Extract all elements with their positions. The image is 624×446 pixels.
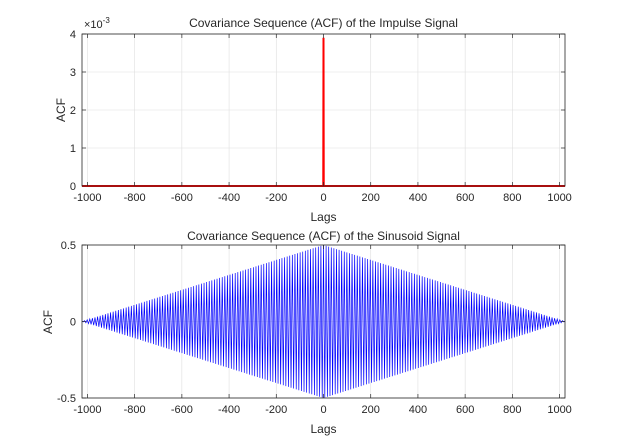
x-tick-label: 600 (456, 192, 474, 204)
x-tick-label: -800 (124, 404, 146, 416)
sinusoid-x-axis-label: Lags (310, 422, 336, 436)
x-tick-label: 0 (320, 192, 326, 204)
sinusoid-y-ticks: -0.5 0 0.5 (57, 240, 565, 405)
impulse-y-ticks: 0 1 2 3 4 (70, 29, 565, 193)
x-tick-label: 600 (456, 404, 474, 416)
x-tick-label: -800 (124, 192, 146, 204)
x-tick-label: -400 (218, 192, 240, 204)
x-tick-label: -1000 (73, 192, 101, 204)
y-tick-label: 1 (70, 143, 76, 155)
impulse-x-axis-label: Lags (310, 210, 336, 224)
x-tick-label: 200 (362, 192, 380, 204)
x-tick-label: -600 (171, 404, 193, 416)
x-tick-label: 800 (503, 404, 521, 416)
y-tick-label: -0.5 (57, 393, 76, 405)
impulse-y-exponent-label: ×10-3 (84, 16, 110, 31)
impulse-chart-title: Covariance Sequence (ACF) of the Impulse… (189, 16, 458, 30)
x-tick-label: -400 (218, 404, 240, 416)
impulse-acf-axes: -1000 -800 -600 -400 -200 0 200 400 600 800 1000 0… (54, 16, 572, 224)
impulse-x-ticks: -1000 -800 -600 -400 -200 0 200 400 600 800 1000 (73, 34, 572, 204)
y-tick-label: 0 (70, 317, 76, 329)
sinusoid-chart-title: Covariance Sequence (ACF) of the Sinusoi… (187, 229, 460, 243)
y-tick-label: 3 (70, 67, 76, 79)
x-tick-label: -600 (171, 192, 193, 204)
sinusoid-acf-axes: -1000 -800 -600 -400 -200 0 200 400 600 800 1000 -… (41, 229, 572, 436)
y-tick-label: 4 (70, 29, 76, 41)
x-tick-label: 400 (409, 404, 427, 416)
x-tick-label: -200 (265, 192, 287, 204)
sinusoid-x-ticks: -1000 -800 -600 -400 -200 0 200 400 600 800 1000 (73, 245, 572, 416)
sinusoid-y-axis-label: ACF (41, 310, 55, 334)
impulse-y-axis-label: ACF (54, 98, 68, 122)
y-tick-label: 2 (70, 105, 76, 117)
x-tick-label: 0 (320, 404, 326, 416)
y-tick-label: 0.5 (61, 240, 76, 252)
x-tick-label: -1000 (73, 404, 101, 416)
x-tick-label: 1000 (547, 192, 571, 204)
x-tick-label: 800 (503, 192, 521, 204)
x-tick-label: -200 (265, 404, 287, 416)
x-tick-label: 200 (362, 404, 380, 416)
x-tick-label: 1000 (547, 404, 571, 416)
y-tick-label: 0 (70, 181, 76, 193)
x-tick-label: 400 (409, 192, 427, 204)
